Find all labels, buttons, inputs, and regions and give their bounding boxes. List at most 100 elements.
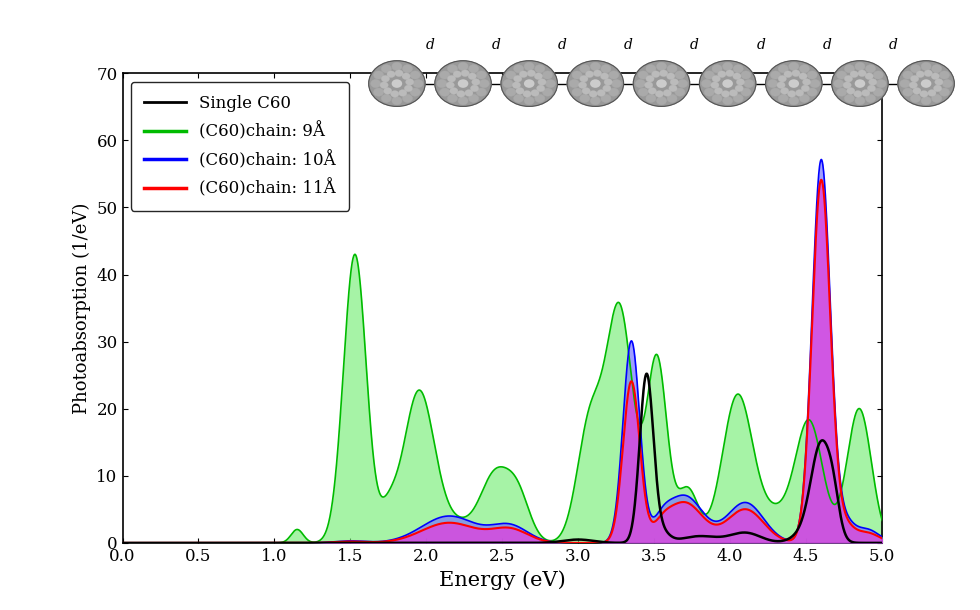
Circle shape [392, 79, 402, 88]
Circle shape [531, 90, 539, 96]
Circle shape [733, 95, 743, 102]
Circle shape [778, 65, 788, 73]
Circle shape [845, 76, 853, 82]
Circle shape [383, 88, 392, 95]
Circle shape [593, 70, 602, 77]
Circle shape [850, 71, 858, 77]
Circle shape [368, 61, 425, 106]
Circle shape [468, 95, 478, 102]
Circle shape [580, 95, 590, 102]
Circle shape [506, 88, 515, 96]
Circle shape [543, 71, 553, 79]
Circle shape [725, 70, 734, 77]
Circle shape [414, 79, 423, 88]
Circle shape [796, 90, 804, 96]
Circle shape [789, 62, 799, 71]
Circle shape [633, 61, 690, 106]
Circle shape [903, 71, 912, 79]
Circle shape [524, 62, 534, 71]
Circle shape [789, 79, 799, 88]
Circle shape [543, 88, 553, 96]
Circle shape [855, 79, 865, 88]
Circle shape [435, 61, 491, 106]
Circle shape [712, 76, 720, 82]
Text: d: d [889, 38, 898, 52]
Circle shape [865, 65, 875, 73]
Circle shape [585, 71, 594, 77]
Text: d: d [624, 38, 633, 52]
Circle shape [609, 88, 618, 96]
Circle shape [601, 73, 609, 79]
Circle shape [446, 82, 455, 88]
Text: d: d [822, 38, 831, 52]
Circle shape [501, 61, 558, 106]
Circle shape [712, 65, 722, 73]
Circle shape [921, 79, 931, 88]
Circle shape [612, 79, 621, 88]
Circle shape [912, 88, 921, 95]
Circle shape [834, 79, 844, 88]
Circle shape [572, 71, 582, 79]
Circle shape [601, 65, 611, 73]
Circle shape [387, 71, 395, 77]
Circle shape [657, 79, 666, 88]
Circle shape [381, 95, 391, 102]
Circle shape [514, 65, 523, 73]
Circle shape [458, 79, 468, 88]
Circle shape [609, 71, 618, 79]
Circle shape [898, 61, 955, 106]
Circle shape [667, 95, 677, 102]
Circle shape [940, 71, 950, 79]
Circle shape [453, 71, 462, 77]
Circle shape [928, 90, 936, 96]
Circle shape [876, 79, 886, 88]
Legend: Single C60, (C60)chain: 9Å, (C60)chain: 10Å, (C60)chain: 11Å: Single C60, (C60)chain: 9Å, (C60)chain: … [131, 82, 349, 211]
Circle shape [803, 79, 810, 85]
Text: d: d [690, 38, 699, 52]
Circle shape [380, 82, 388, 88]
Circle shape [437, 79, 447, 88]
Circle shape [458, 62, 468, 71]
Y-axis label: Photoabsorption (1/eV): Photoabsorption (1/eV) [73, 203, 91, 414]
Circle shape [476, 71, 486, 79]
Circle shape [652, 71, 660, 77]
Circle shape [712, 95, 722, 102]
Circle shape [792, 70, 800, 77]
Circle shape [924, 70, 932, 77]
Circle shape [545, 79, 556, 88]
Circle shape [934, 85, 942, 92]
Circle shape [722, 96, 733, 105]
Circle shape [778, 76, 786, 82]
Circle shape [440, 88, 450, 96]
Circle shape [861, 90, 870, 96]
Circle shape [448, 95, 458, 102]
Circle shape [392, 96, 402, 105]
Text: d: d [558, 38, 566, 52]
Circle shape [729, 90, 738, 96]
Circle shape [916, 71, 924, 77]
Circle shape [710, 82, 719, 88]
Circle shape [780, 88, 789, 95]
Circle shape [932, 65, 942, 73]
Circle shape [736, 79, 745, 85]
Circle shape [873, 88, 883, 96]
Circle shape [476, 88, 486, 96]
Circle shape [537, 85, 545, 92]
Circle shape [765, 61, 822, 106]
Circle shape [534, 73, 543, 79]
Circle shape [590, 62, 601, 71]
Circle shape [733, 73, 741, 79]
Circle shape [802, 85, 809, 92]
Circle shape [448, 76, 456, 82]
Circle shape [940, 88, 950, 96]
X-axis label: Energy (eV): Energy (eV) [439, 570, 565, 590]
Circle shape [721, 90, 730, 97]
Circle shape [514, 95, 523, 102]
Circle shape [921, 96, 931, 105]
Circle shape [646, 76, 654, 82]
Text: d: d [492, 38, 501, 52]
Circle shape [381, 65, 391, 73]
Circle shape [809, 79, 820, 88]
Circle shape [873, 71, 883, 79]
Circle shape [590, 96, 601, 105]
